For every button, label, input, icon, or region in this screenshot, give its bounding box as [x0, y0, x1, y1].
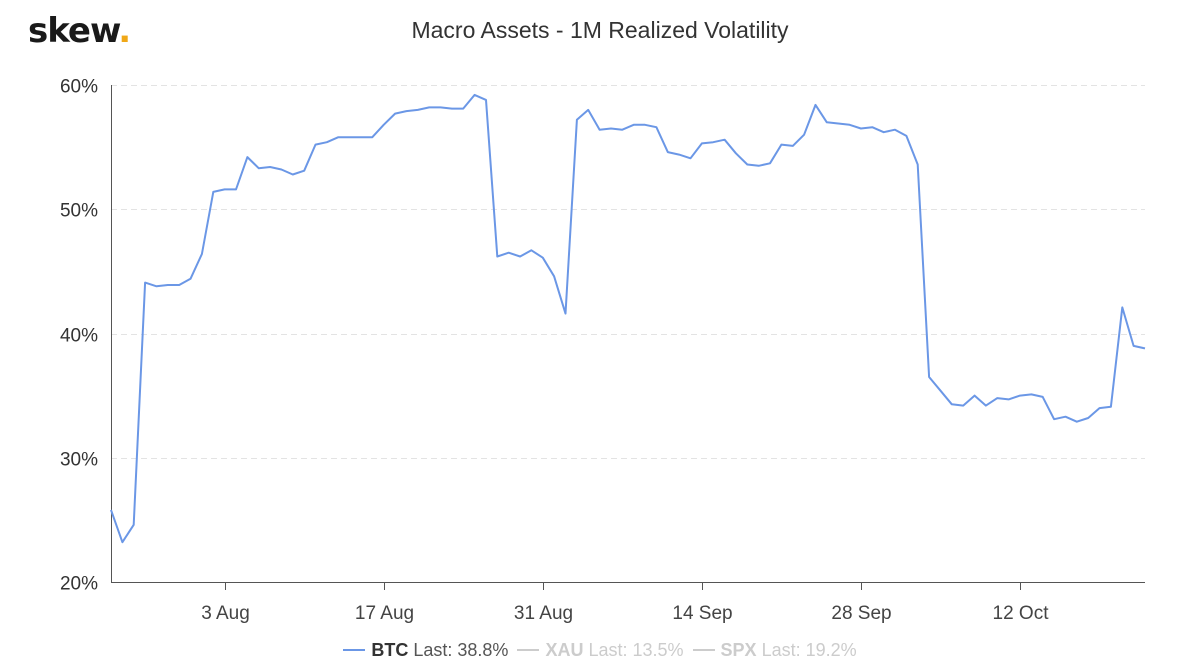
- legend-swatch-btc: [343, 649, 366, 652]
- logo-text: skew: [28, 11, 119, 51]
- gridlines: [111, 85, 1145, 459]
- x-tick-label: 12 Oct: [993, 603, 1050, 624]
- legend-swatch-spx: [692, 649, 715, 652]
- legend-name-xau: XAU: [545, 640, 584, 660]
- legend-item-xau[interactable]: XAU Last: 13.5%: [517, 638, 684, 662]
- x-tick-label: 17 Aug: [355, 603, 414, 624]
- y-tick-label: 50%: [60, 201, 98, 222]
- y-tick-label: 60%: [60, 77, 98, 98]
- legend-swatch-xau: [517, 649, 540, 652]
- x-tick-label: 28 Sep: [831, 603, 891, 624]
- chart-title: Macro Assets - 1M Realized Volatility: [411, 17, 789, 43]
- series-line-btc[interactable]: [110, 93, 1146, 544]
- legend-name-spx: SPX: [720, 640, 757, 660]
- y-tick-label: 30%: [60, 450, 98, 471]
- legend-item-btc[interactable]: BTC Last: 38.8%: [343, 638, 508, 662]
- legend-last-xau: Last: 13.5%: [588, 640, 684, 660]
- x-tick-label: 31 Aug: [514, 603, 573, 624]
- skew-logo: skew.: [28, 8, 131, 54]
- chart-legend: BTC Last: 38.8% XAU Last: 13.5% SPX Last…: [0, 638, 1200, 662]
- legend-last-spx: Last: 19.2%: [761, 640, 857, 660]
- y-tick-label: 20%: [60, 574, 98, 595]
- x-tick-label: 3 Aug: [201, 603, 250, 624]
- logo-dot: .: [118, 11, 131, 51]
- y-tick-label: 40%: [60, 326, 98, 347]
- legend-name-btc: BTC: [371, 640, 409, 660]
- x-tick-label: 14 Sep: [672, 603, 732, 624]
- legend-item-spx[interactable]: SPX Last: 19.2%: [692, 638, 857, 662]
- series-lines: [110, 93, 1146, 544]
- axes: 20% 30% 40% 50% 60% 3 Aug 17 Aug 31 Aug 14 Sep 28…: [60, 77, 1145, 624]
- legend-last-btc: Last: 38.8%: [413, 640, 509, 660]
